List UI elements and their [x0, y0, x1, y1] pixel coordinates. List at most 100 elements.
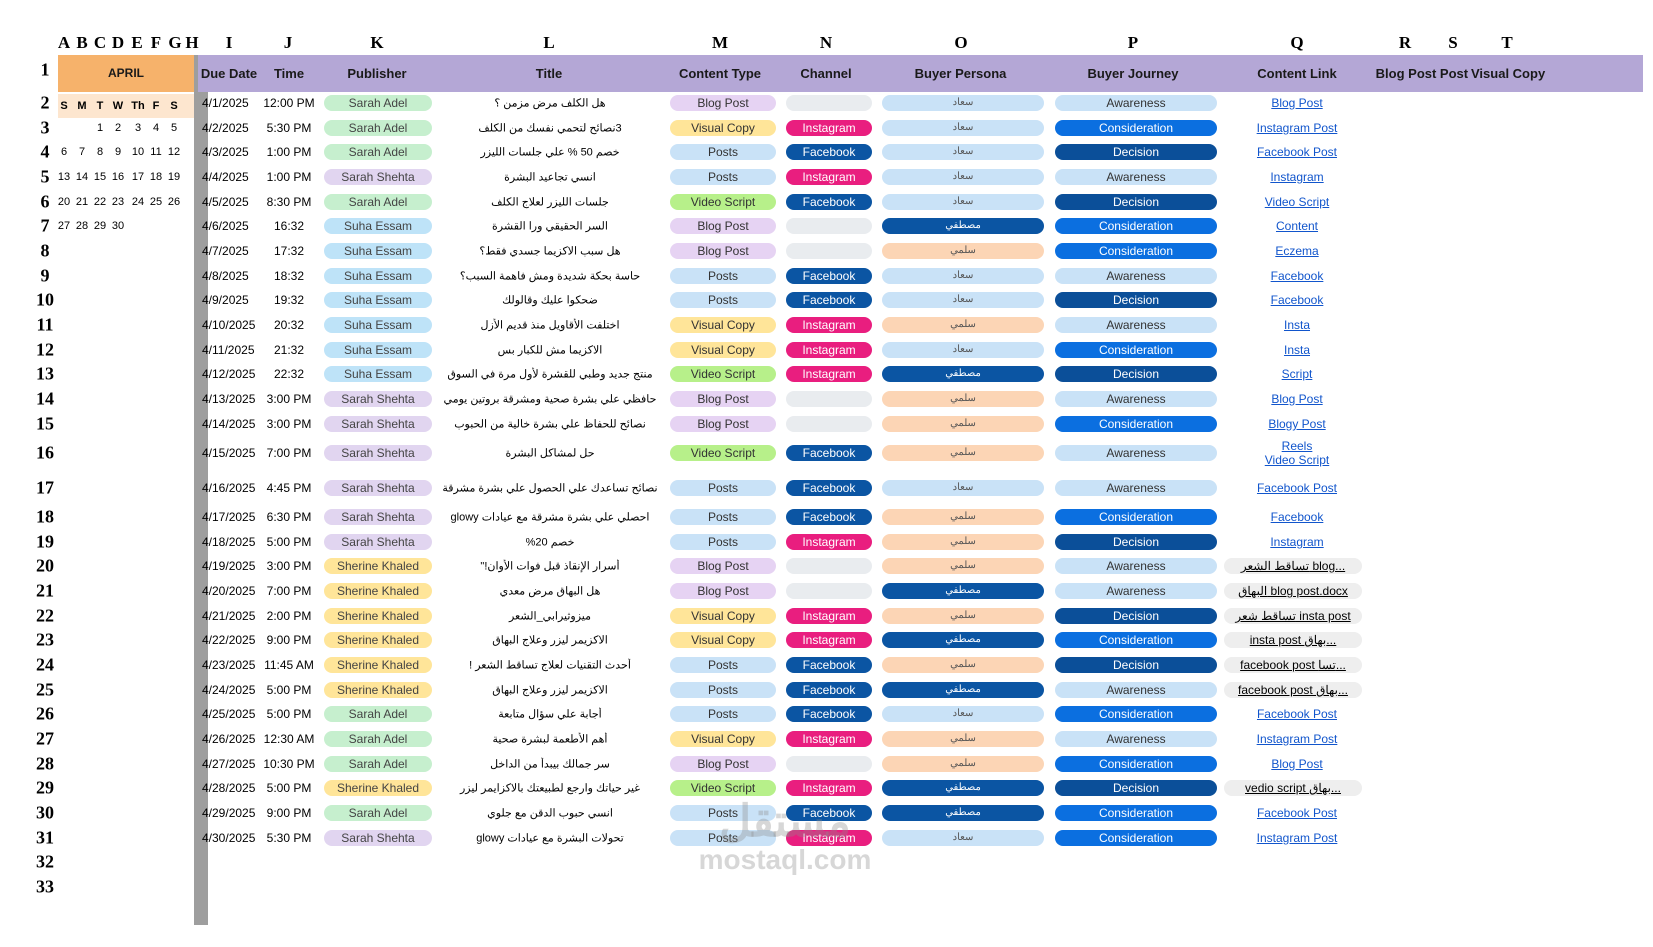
- content-link-chip[interactable]: facebook post تسا...: [1224, 657, 1362, 673]
- buyer-persona-chip[interactable]: سعاد: [882, 342, 1044, 358]
- column-letter-h[interactable]: H: [185, 33, 199, 52]
- title-cell[interactable]: الاكزيما مش للكبار بس: [497, 344, 603, 357]
- content-type-chip[interactable]: Posts: [670, 292, 776, 308]
- buyer-persona-chip[interactable]: سعاد: [882, 144, 1044, 160]
- buyer-journey-chip[interactable]: Awareness: [1055, 731, 1217, 747]
- time-cell[interactable]: 3:00 PM: [266, 392, 312, 406]
- title-cell[interactable]: هل البهاق مرض معدي: [499, 585, 601, 598]
- column-letter-l[interactable]: L: [543, 33, 555, 52]
- buyer-journey-chip[interactable]: Decision: [1055, 194, 1217, 210]
- title-cell[interactable]: الاكزيمر ليزر وعلاج البهاق: [492, 634, 608, 647]
- channel-chip[interactable]: Facebook: [786, 480, 872, 496]
- row-number-31[interactable]: 31: [36, 827, 54, 848]
- content-link[interactable]: Instagram Post: [1256, 831, 1338, 845]
- time-cell[interactable]: 5:30 PM: [266, 831, 312, 845]
- content-link[interactable]: Facebook: [1270, 269, 1324, 283]
- due-date-cell[interactable]: 4/19/2025: [202, 559, 256, 573]
- publisher-chip[interactable]: Sarah Shehta: [324, 534, 432, 550]
- buyer-persona-chip[interactable]: سلمي: [882, 317, 1044, 333]
- content-link[interactable]: Script: [1281, 367, 1313, 381]
- buyer-persona-chip[interactable]: سلمي: [882, 243, 1044, 259]
- buyer-persona-chip[interactable]: سلمي: [882, 657, 1044, 673]
- buyer-journey-chip[interactable]: Consideration: [1055, 805, 1217, 821]
- buyer-persona-chip[interactable]: سعاد: [882, 480, 1044, 496]
- content-link[interactable]: Facebook Post: [1256, 481, 1338, 495]
- buyer-journey-chip[interactable]: Awareness: [1055, 268, 1217, 284]
- channel-chip[interactable]: Instagram: [786, 366, 872, 382]
- column-letter-m[interactable]: M: [711, 33, 729, 52]
- column-letter-j[interactable]: J: [283, 33, 293, 52]
- publisher-chip[interactable]: Sherine Khaled: [324, 608, 432, 624]
- content-link[interactable]: Facebook: [1270, 510, 1324, 524]
- time-cell[interactable]: 9:00 PM: [266, 806, 312, 820]
- buyer-persona-chip[interactable]: مصطفي: [882, 583, 1044, 599]
- buyer-persona-chip[interactable]: سعاد: [882, 169, 1044, 185]
- content-type-chip[interactable]: Blog Post: [670, 558, 776, 574]
- title-cell[interactable]: حاسة بحكة شديدة ومش فاهمة السبب؟: [459, 270, 641, 283]
- channel-chip[interactable]: [786, 218, 872, 234]
- buyer-journey-chip[interactable]: Decision: [1055, 366, 1217, 382]
- due-date-cell[interactable]: 4/4/2025: [202, 170, 249, 184]
- content-type-chip[interactable]: Posts: [670, 682, 776, 698]
- content-type-chip[interactable]: Posts: [670, 268, 776, 284]
- buyer-journey-chip[interactable]: Consideration: [1055, 120, 1217, 136]
- channel-chip[interactable]: Instagram: [786, 169, 872, 185]
- content-link[interactable]: Reels Video Script: [1226, 439, 1368, 467]
- row-number-27[interactable]: 27: [36, 728, 54, 749]
- buyer-journey-chip[interactable]: Awareness: [1055, 95, 1217, 111]
- header-buyer-persona[interactable]: Buyer Persona: [914, 66, 1007, 81]
- column-letter-s[interactable]: S: [1448, 33, 1458, 52]
- content-type-chip[interactable]: Posts: [670, 144, 776, 160]
- row-number-14[interactable]: 14: [36, 388, 54, 409]
- title-cell[interactable]: جلسات الليزر لعلاج الكلف: [491, 196, 609, 209]
- row-number-25[interactable]: 25: [36, 679, 54, 700]
- buyer-journey-chip[interactable]: Decision: [1055, 657, 1217, 673]
- publisher-chip[interactable]: Sarah Adel: [324, 706, 432, 722]
- buyer-persona-chip[interactable]: سلمي: [882, 445, 1044, 461]
- content-link[interactable]: Blogy Post: [1268, 417, 1326, 431]
- due-date-cell[interactable]: 4/26/2025: [202, 732, 256, 746]
- channel-chip[interactable]: Facebook: [786, 268, 872, 284]
- channel-chip[interactable]: Facebook: [786, 292, 872, 308]
- row-number-33[interactable]: 33: [36, 876, 54, 897]
- content-link-chip[interactable]: تساقط شعر insta post: [1224, 608, 1362, 624]
- publisher-chip[interactable]: Sherine Khaled: [324, 780, 432, 796]
- row-number-10[interactable]: 10: [36, 289, 54, 310]
- due-date-cell[interactable]: 4/11/2025: [202, 343, 255, 357]
- publisher-chip[interactable]: Suha Essam: [324, 218, 432, 234]
- due-date-cell[interactable]: 4/20/2025: [202, 584, 256, 598]
- calendar-day[interactable]: 8: [96, 146, 104, 158]
- column-letter-n[interactable]: N: [819, 33, 833, 52]
- row-number-22[interactable]: 22: [36, 605, 54, 626]
- calendar-day[interactable]: 23: [111, 196, 125, 208]
- content-type-chip[interactable]: Blog Post: [670, 243, 776, 259]
- channel-chip[interactable]: Instagram: [786, 780, 872, 796]
- calendar-day[interactable]: 26: [167, 196, 181, 208]
- publisher-chip[interactable]: Suha Essam: [324, 243, 432, 259]
- publisher-chip[interactable]: Sherine Khaled: [324, 558, 432, 574]
- content-type-chip[interactable]: Blog Post: [670, 391, 776, 407]
- due-date-cell[interactable]: 4/28/2025: [202, 781, 256, 795]
- time-cell[interactable]: 4:45 PM: [266, 481, 312, 495]
- buyer-persona-chip[interactable]: مصطفي: [882, 682, 1044, 698]
- due-date-cell[interactable]: 4/6/2025: [202, 219, 249, 233]
- channel-chip[interactable]: Instagram: [786, 632, 872, 648]
- time-cell[interactable]: 7:00 PM: [266, 584, 312, 598]
- channel-chip[interactable]: Instagram: [786, 342, 872, 358]
- column-letter-i[interactable]: I: [225, 33, 233, 52]
- channel-chip[interactable]: Facebook: [786, 657, 872, 673]
- row-number-26[interactable]: 26: [36, 703, 54, 724]
- calendar-day[interactable]: 22: [93, 196, 107, 208]
- calendar-day[interactable]: 9: [114, 146, 122, 158]
- content-type-chip[interactable]: Blog Post: [670, 95, 776, 111]
- calendar-day[interactable]: 17: [131, 171, 145, 183]
- row-number-2[interactable]: 2: [40, 92, 50, 113]
- buyer-journey-chip[interactable]: Awareness: [1055, 583, 1217, 599]
- buyer-persona-chip[interactable]: سعاد: [882, 706, 1044, 722]
- channel-chip[interactable]: Instagram: [786, 731, 872, 747]
- content-type-chip[interactable]: Visual Copy: [670, 317, 776, 333]
- title-cell[interactable]: هل الكلف مرض مزمن ؟: [494, 97, 606, 110]
- title-cell[interactable]: ضحكوا عليك وقالولك: [502, 294, 598, 307]
- buyer-journey-chip[interactable]: Awareness: [1055, 445, 1217, 461]
- title-cell[interactable]: خصم 20%: [525, 536, 575, 549]
